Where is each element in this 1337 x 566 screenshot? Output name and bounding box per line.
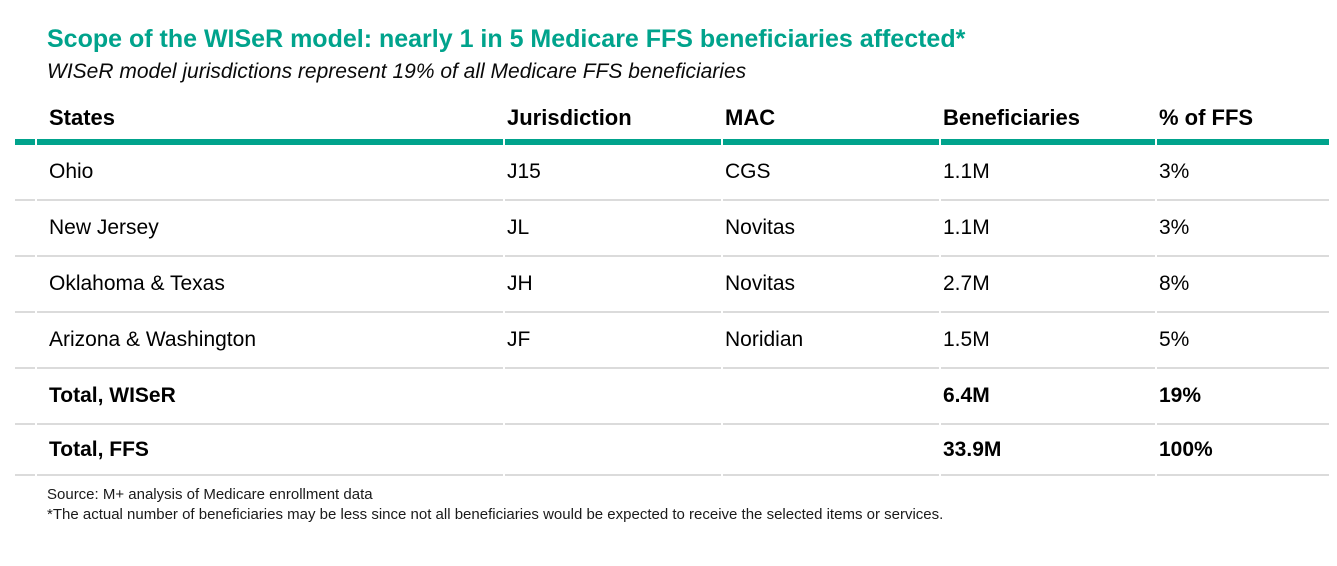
cell-beneficiaries: 1.5M xyxy=(941,313,1155,369)
cell-beneficiaries: 33.9M xyxy=(941,425,1155,476)
cell-pct: 5% xyxy=(1157,313,1329,369)
cell-jurisdiction xyxy=(505,369,721,425)
spacer-cell xyxy=(15,257,35,313)
source-note: Source: M+ analysis of Medicare enrollme… xyxy=(47,486,373,503)
table-row-total-ffs: Total, FFS 33.9M 100% xyxy=(15,425,1329,476)
cell-pct: 100% xyxy=(1157,425,1329,476)
table-row-new-jersey: New Jersey JL Novitas 1.1M 3% xyxy=(15,201,1329,257)
cell-jurisdiction: JF xyxy=(505,313,721,369)
cell-mac: Novitas xyxy=(723,257,939,313)
spacer-cell xyxy=(15,201,35,257)
page-subtitle: WISeR model jurisdictions represent 19% … xyxy=(47,60,747,83)
table-row-ohio: Ohio J15 CGS 1.1M 3% xyxy=(15,145,1329,201)
cell-mac xyxy=(723,369,939,425)
cell-jurisdiction xyxy=(505,425,721,476)
wiser-jurisdictions-table: States Jurisdiction MAC Beneficiaries % … xyxy=(13,99,1331,476)
cell-state: New Jersey xyxy=(37,201,503,257)
cell-beneficiaries: 2.7M xyxy=(941,257,1155,313)
wiser-scope-exhibit: Scope of the WISeR model: nearly 1 in 5 … xyxy=(0,25,1337,566)
spacer-cell xyxy=(15,99,35,145)
cell-beneficiaries: 1.1M xyxy=(941,145,1155,201)
column-header-states: States xyxy=(37,99,503,145)
cell-mac: Noridian xyxy=(723,313,939,369)
cell-beneficiaries: 1.1M xyxy=(941,201,1155,257)
footnote: *The actual number of beneficiaries may … xyxy=(47,506,944,523)
cell-state: Total, WISeR xyxy=(37,369,503,425)
table-row-oklahoma-texas: Oklahoma & Texas JH Novitas 2.7M 8% xyxy=(15,257,1329,313)
cell-jurisdiction: JL xyxy=(505,201,721,257)
cell-pct: 3% xyxy=(1157,145,1329,201)
spacer-cell xyxy=(15,313,35,369)
exhibit-footer: Source: M+ analysis of Medicare enrollme… xyxy=(47,485,1337,525)
cell-state: Ohio xyxy=(37,145,503,201)
spacer-cell xyxy=(15,145,35,201)
spacer-cell xyxy=(15,369,35,425)
table-row-total-wiser: Total, WISeR 6.4M 19% xyxy=(15,369,1329,425)
column-header-pct-of-ffs: % of FFS xyxy=(1157,99,1329,145)
cell-state: Total, FFS xyxy=(37,425,503,476)
cell-pct: 8% xyxy=(1157,257,1329,313)
column-header-jurisdiction: Jurisdiction xyxy=(505,99,721,145)
cell-state: Oklahoma & Texas xyxy=(37,257,503,313)
cell-beneficiaries: 6.4M xyxy=(941,369,1155,425)
cell-mac: CGS xyxy=(723,145,939,201)
column-header-mac: MAC xyxy=(723,99,939,145)
cell-mac xyxy=(723,425,939,476)
cell-pct: 3% xyxy=(1157,201,1329,257)
table-header-row: States Jurisdiction MAC Beneficiaries % … xyxy=(15,99,1329,145)
cell-state: Arizona & Washington xyxy=(37,313,503,369)
column-header-beneficiaries: Beneficiaries xyxy=(941,99,1155,145)
spacer-cell xyxy=(15,425,35,476)
cell-jurisdiction: J15 xyxy=(505,145,721,201)
cell-pct: 19% xyxy=(1157,369,1329,425)
cell-jurisdiction: JH xyxy=(505,257,721,313)
cell-mac: Novitas xyxy=(723,201,939,257)
page-title: Scope of the WISeR model: nearly 1 in 5 … xyxy=(47,25,966,53)
table-row-arizona-washington: Arizona & Washington JF Noridian 1.5M 5% xyxy=(15,313,1329,369)
